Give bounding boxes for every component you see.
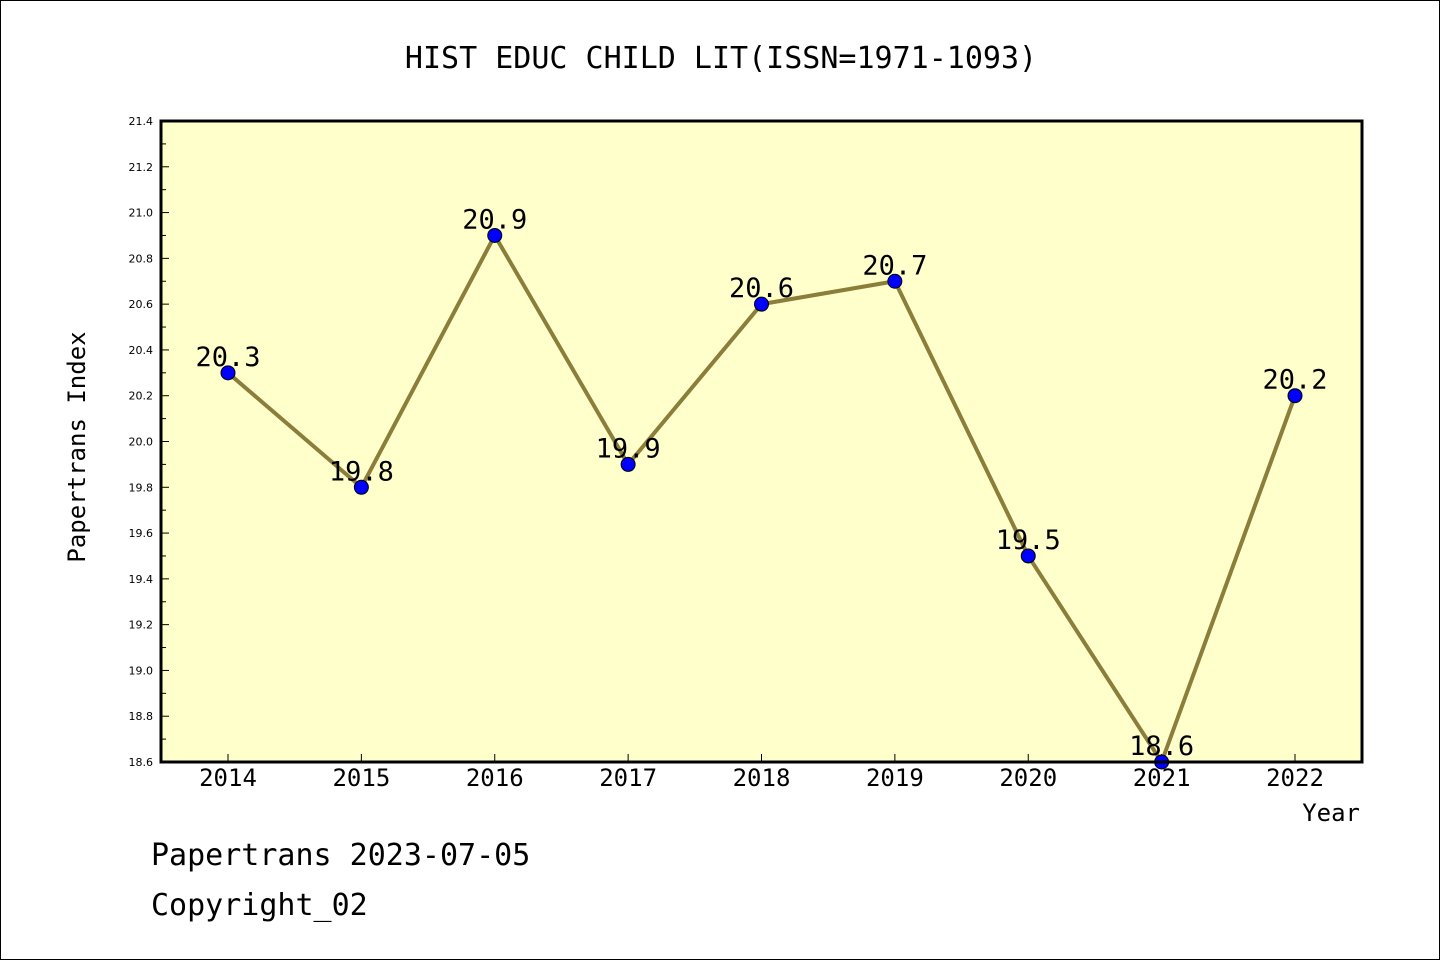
data-point [754,296,769,312]
y-tick-label: 20.4 [129,344,154,357]
data-point [1020,548,1036,564]
data-label: 20.6 [729,273,794,304]
x-axis-label: Year [1302,799,1360,827]
plot-border [159,119,1364,764]
y-tick-label: 19.8 [129,481,154,494]
data-label: 19.9 [596,433,661,464]
y-tick-label: 19.6 [129,527,154,540]
x-tick-label: 2016 [466,764,524,792]
y-tick-label: 20.0 [129,436,154,449]
data-label: 20.2 [1262,365,1327,396]
plot-area [161,121,1362,762]
data-point [620,456,636,472]
y-tick-label: 18.6 [129,756,154,769]
y-tick-label: 20.8 [129,252,154,265]
data-point [887,273,903,289]
y-tick-label: 19.4 [129,573,154,586]
y-tick-label: 21.0 [129,207,154,220]
y-tick-label: 19.0 [129,664,154,677]
y-axis-ticks: 18.6 18.8 19.0 19.2 19.4 19.6 19.8 20.0 20.2 20.4… [129,115,169,769]
y-tick-label: 18.8 [129,710,154,723]
data-label: 19.5 [996,525,1061,556]
data-label: 18.6 [1129,731,1194,762]
x-tick-label: 2018 [733,764,791,792]
data-label: 20.9 [462,204,527,235]
y-tick-label: 19.2 [129,619,154,632]
data-markers [220,227,1303,770]
data-label: 20.7 [862,250,927,281]
data-point [220,365,236,381]
y-axis-label: Papertrans Index [63,331,91,562]
x-tick-label: 2017 [599,764,657,792]
footer-copyright: Copyright_02 [151,888,368,923]
data-point [487,227,503,243]
data-point [353,479,369,495]
chart-title: HIST EDUC CHILD LIT(ISSN=1971-1093) [405,41,1037,76]
x-tick-label: 2019 [866,764,924,792]
x-tick-label: 2022 [1266,764,1324,792]
y-tick-label: 20.6 [129,298,154,311]
data-label: 19.8 [329,456,394,487]
y-tick-label: 20.2 [129,390,154,403]
y-tick-label: 21.4 [129,115,154,128]
y-tick-label: 21.2 [129,161,154,174]
data-label: 20.3 [195,342,260,373]
x-tick-label: 2015 [332,764,390,792]
x-tick-label: 2020 [999,764,1057,792]
x-tick-label: 2014 [199,764,257,792]
footer-date: Papertrans 2023-07-05 [151,838,530,873]
data-point [1287,388,1303,404]
data-labels: 20.3 19.8 20.9 19.9 20.6 20.7 19.5 18.6 20.2 [195,204,1327,762]
